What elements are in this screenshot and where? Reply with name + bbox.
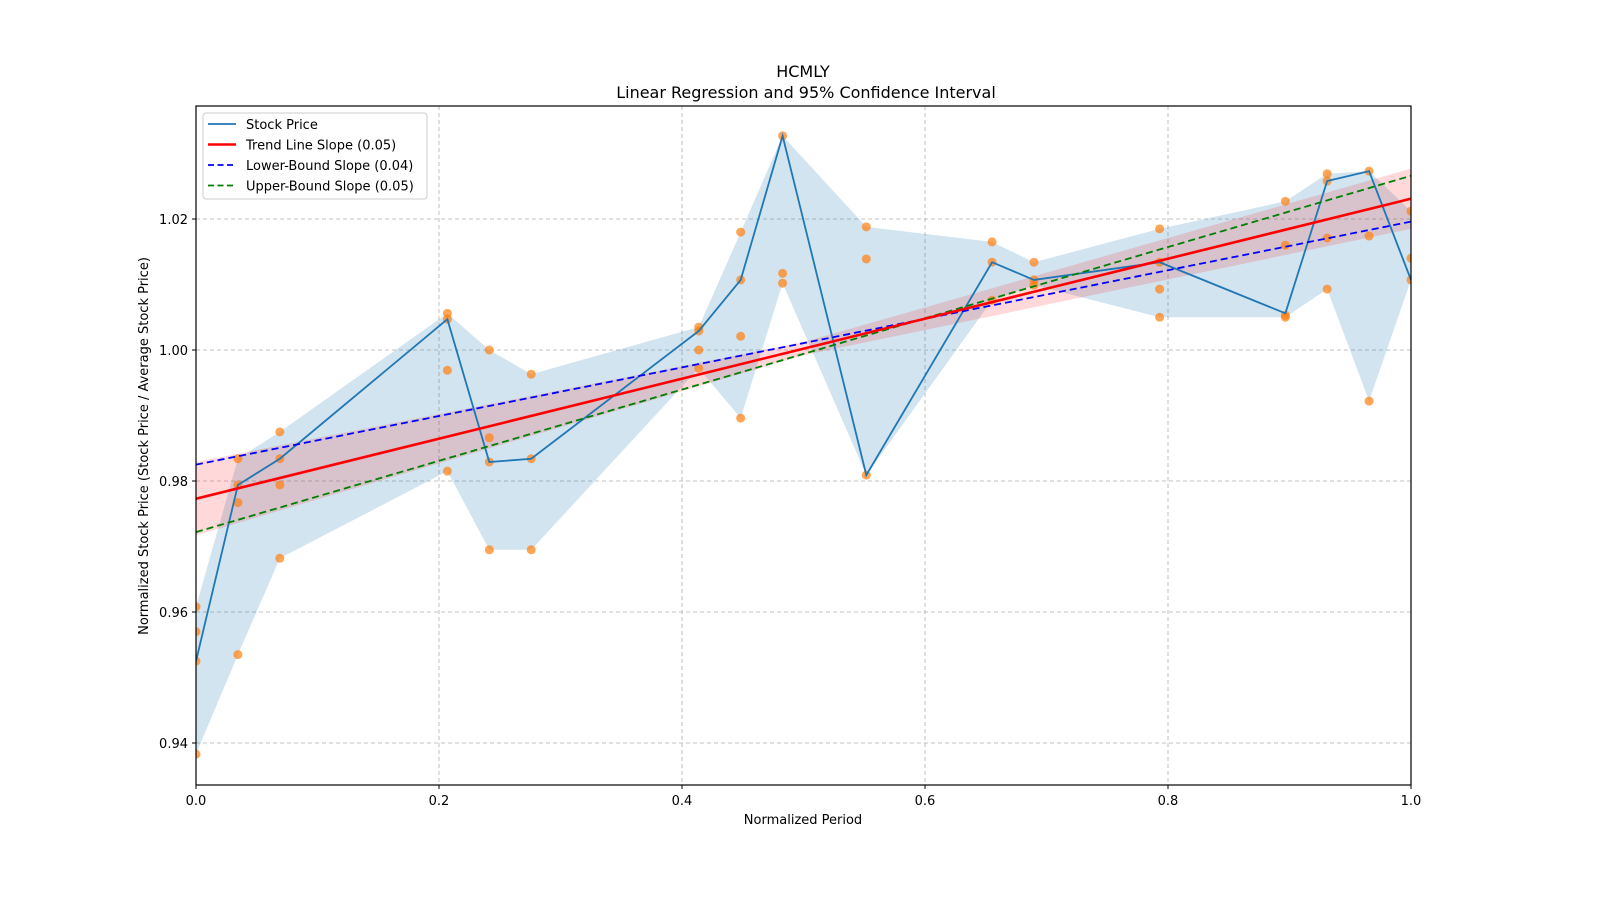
upper-bound-line <box>196 174 1411 533</box>
confidence-band-group <box>196 168 1411 536</box>
scatter-point <box>484 433 494 443</box>
legend-entry-label: Stock Price <box>246 118 318 133</box>
y-tick-label: 0.98 <box>159 475 188 490</box>
x-axis-label: Normalized Period <box>744 813 862 828</box>
scatter-point <box>196 627 201 637</box>
scatter-point <box>275 480 285 490</box>
scatter-point <box>694 345 704 355</box>
grid <box>196 106 1411 785</box>
scatter-point <box>1155 284 1165 294</box>
scatter-point <box>1029 257 1039 267</box>
legend: Stock Price Trend Line Slope (0.05) Lower-… <box>202 112 428 200</box>
scatter-point <box>196 602 201 612</box>
legend-entry-label: Trend Line Slope (0.05) <box>245 139 396 154</box>
scatter-point <box>861 254 871 264</box>
scatter-point <box>1280 312 1290 322</box>
scatter-point <box>196 749 201 759</box>
scatter-point <box>736 227 746 237</box>
scatter-point <box>526 369 536 379</box>
x-tick-label: 0.2 <box>429 794 450 809</box>
scatter-point <box>233 650 243 660</box>
scatter-point <box>233 498 243 508</box>
scatter-point <box>275 553 285 563</box>
y-tick-label: 1.00 <box>159 344 188 359</box>
scatter-point <box>694 363 704 373</box>
chart-subtitle: Linear Regression and 95% Confidence Int… <box>616 83 996 102</box>
scatter-point <box>526 545 536 555</box>
scatter-point <box>778 268 788 278</box>
x-tick-label: 0.8 <box>1158 794 1179 809</box>
scatter-point <box>1322 169 1332 179</box>
x-tick-label: 0.4 <box>672 794 693 809</box>
scatter-point <box>1029 280 1039 290</box>
scatter-point <box>1280 240 1290 250</box>
scatter-point <box>1364 396 1374 406</box>
x-tick-label: 0.6 <box>915 794 936 809</box>
scatter-point <box>778 278 788 288</box>
scatter-point <box>1364 231 1374 241</box>
stock-price-range-band <box>196 135 1411 755</box>
scatter-point <box>736 413 746 423</box>
lines-group <box>196 132 1411 662</box>
y-tick-label: 0.94 <box>159 737 188 752</box>
scatter-point <box>1155 312 1165 322</box>
plot-area <box>196 131 1411 759</box>
scatter-point <box>1322 233 1332 243</box>
scatter-point <box>736 331 746 341</box>
stock-price-line <box>196 132 1411 662</box>
legend-entry-label: Upper-Bound Slope (0.05) <box>246 180 414 195</box>
scatter-point <box>442 466 452 476</box>
scatter-point <box>1406 253 1411 263</box>
y-tick-label: 0.96 <box>159 606 188 621</box>
plot-frame <box>195 105 1412 786</box>
confidence-interval-band <box>196 168 1411 536</box>
scatter-point <box>1322 284 1332 294</box>
lower-bound-line <box>196 220 1411 466</box>
scatter-point <box>484 545 494 555</box>
y-axis-label: Normalized Stock Price (Stock Price / Av… <box>137 257 152 635</box>
x-tick-label: 1.0 <box>1401 794 1422 809</box>
x-tick-label: 0.0 <box>186 794 207 809</box>
x-axis-ticks: 0.0 0.2 0.4 0.6 0.8 1.0 <box>186 785 1422 809</box>
legend-box <box>202 112 428 200</box>
chart-title: HCMLY <box>776 62 830 81</box>
scatter-point <box>987 237 997 247</box>
scatter-point <box>1155 224 1165 234</box>
y-axis-ticks: 0.94 0.96 0.98 1.00 1.02 <box>159 213 196 752</box>
scatter-point <box>1280 196 1290 206</box>
scatter-point <box>1406 206 1411 216</box>
scatter-point <box>275 427 285 437</box>
legend-entry-label: Lower-Bound Slope (0.04) <box>246 159 413 174</box>
trend-line <box>196 197 1411 500</box>
scatter-point <box>442 365 452 375</box>
price-band-group <box>196 135 1411 755</box>
scatter-point <box>861 222 871 232</box>
scatter-point <box>484 345 494 355</box>
y-tick-label: 1.02 <box>159 213 188 228</box>
